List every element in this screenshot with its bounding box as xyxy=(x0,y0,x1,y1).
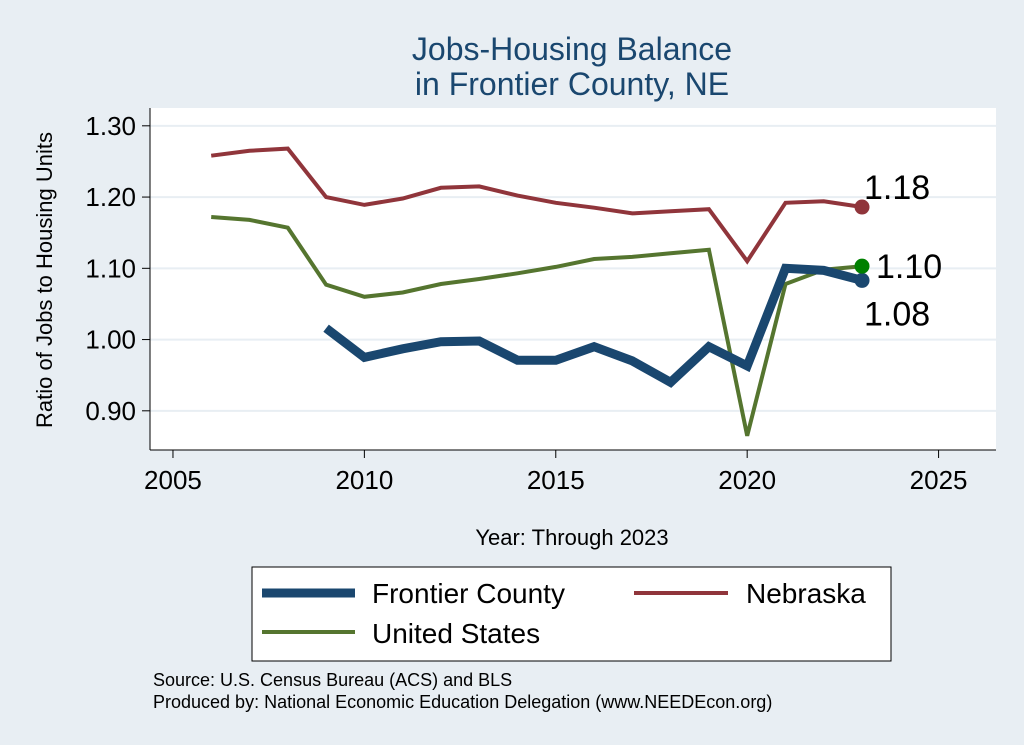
y-tick-label: 1.10 xyxy=(85,253,136,283)
end-marker-united-states xyxy=(854,258,870,274)
end-labels: 1.08 1.18 1.10 xyxy=(864,169,942,333)
end-label-nebraska: 1.18 xyxy=(864,169,930,207)
legend-label-united-states: United States xyxy=(372,618,540,649)
end-label-frontier-county: 1.08 xyxy=(864,295,930,333)
y-tick-label: 1.20 xyxy=(85,182,136,212)
y-tick-label: 0.90 xyxy=(85,396,136,426)
legend-label-nebraska: Nebraska xyxy=(746,578,866,609)
y-axis-title: Ratio of Jobs to Housing Units xyxy=(32,132,57,428)
y-tick-label: 1.00 xyxy=(85,325,136,355)
producer-note: Produced by: National Economic Education… xyxy=(153,692,772,712)
series-lines xyxy=(210,146,864,437)
x-tick-label: 2020 xyxy=(718,465,776,495)
y-tick-label: 1.30 xyxy=(85,111,136,141)
x-tick-label: 2010 xyxy=(335,465,393,495)
legend-label-frontier-county: Frontier County xyxy=(372,578,565,609)
legend: Frontier County Nebraska United States xyxy=(251,566,892,662)
axes: 0.90 1.00 1.10 1.20 1.30 2005 2010 2015 2020 2025 xyxy=(85,108,996,495)
x-axis-title: Year: Through 2023 xyxy=(475,525,668,550)
end-marker-frontier-county xyxy=(854,272,870,288)
end-marker-nebraska xyxy=(854,199,870,215)
end-label-united-states: 1.10 xyxy=(876,248,942,286)
source-note: Source: U.S. Census Bureau (ACS) and BLS xyxy=(153,670,512,690)
x-tick-label: 2025 xyxy=(910,465,968,495)
legend-box xyxy=(251,566,892,662)
series-line-frontier-county xyxy=(323,263,864,388)
series-line-united-states xyxy=(211,215,863,437)
chart-title-line-2: in Frontier County, NE xyxy=(415,66,729,102)
x-tick-label: 2015 xyxy=(527,465,585,495)
end-markers xyxy=(854,199,870,288)
x-tick-label: 2005 xyxy=(144,465,202,495)
series-line-nebraska xyxy=(210,146,863,265)
chart-title-line-1: Jobs-Housing Balance xyxy=(412,31,732,67)
